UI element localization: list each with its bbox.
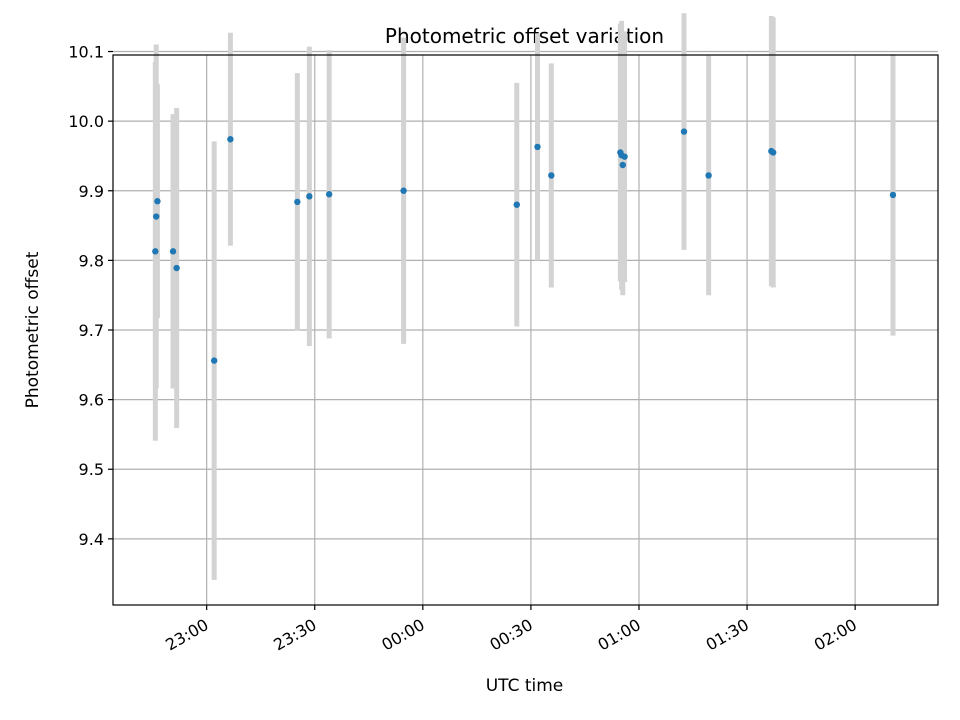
data-point	[153, 213, 160, 220]
data-points	[152, 128, 897, 364]
data-point	[306, 193, 313, 200]
y-tick-label: 10.0	[68, 112, 104, 131]
y-tick-label: 9.5	[79, 460, 104, 479]
data-point	[534, 143, 541, 151]
data-point	[173, 264, 180, 272]
data-point	[680, 128, 688, 135]
data-point	[621, 153, 628, 160]
data-point	[152, 248, 159, 255]
data-point	[210, 357, 218, 364]
data-point	[227, 136, 234, 143]
data-point	[619, 161, 626, 169]
y-tick-label: 9.4	[79, 530, 104, 549]
data-point	[705, 172, 712, 179]
data-point	[769, 149, 777, 156]
data-point	[169, 248, 177, 255]
y-tick-label: 9.6	[79, 391, 104, 410]
y-axis-title: Photometric offset	[23, 251, 43, 408]
data-point	[325, 191, 333, 198]
data-point	[889, 191, 897, 199]
chart-title: Photometric offset variation	[385, 24, 664, 48]
y-tick-label: 10.1	[68, 43, 104, 62]
data-point	[154, 198, 161, 205]
data-point	[513, 201, 520, 208]
data-point	[548, 172, 555, 179]
y-tick-label: 9.9	[79, 182, 104, 201]
data-point	[400, 187, 407, 194]
y-tick-label: 9.8	[79, 251, 104, 270]
y-tick-label: 9.7	[79, 321, 104, 340]
data-point	[294, 198, 301, 206]
y-axis: 9.4 9.5 9.6 9.7 9.8 9.9 10.0 10.1	[68, 43, 113, 549]
x-axis-title: UTC time	[486, 676, 564, 696]
grid-lines	[113, 50, 938, 605]
